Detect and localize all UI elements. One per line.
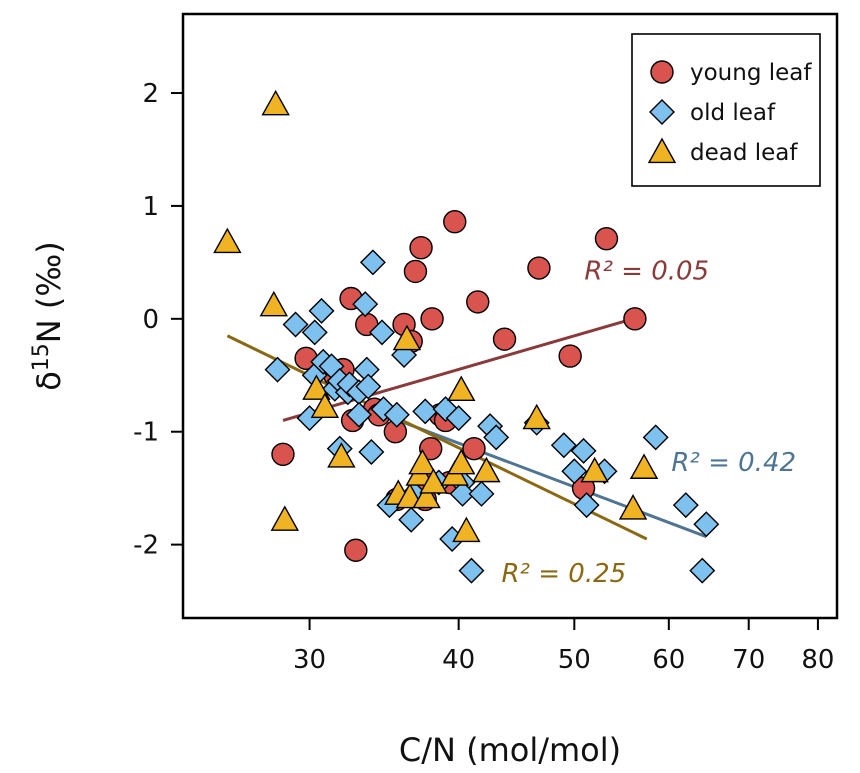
point-dead-leaf <box>259 290 288 317</box>
x-axis-label: C/N (mol/mol) <box>399 731 621 769</box>
x-tick-label: 70 <box>732 645 765 675</box>
point-old-leaf <box>468 480 495 507</box>
point-young-leaf <box>466 290 490 314</box>
point-young-leaf <box>409 235 433 260</box>
point-old-leaf <box>369 319 395 346</box>
point-old-leaf <box>301 319 328 346</box>
r-squared-young-leaf: R² = 0.05 <box>584 256 709 286</box>
point-old-leaf <box>672 492 699 519</box>
legend-label-old-leaf: old leaf <box>690 100 776 126</box>
point-old-leaf <box>355 373 382 400</box>
point-young-leaf <box>462 436 486 461</box>
point-dead-leaf <box>447 375 476 402</box>
r-squared-annotations: R² = 0.05 R² = 0.42 R² = 0.25 <box>501 256 796 589</box>
point-dead-leaf <box>302 374 331 400</box>
point-young-leaf <box>558 344 582 368</box>
point-old-leaf <box>573 492 600 519</box>
point-old-leaf <box>264 356 291 383</box>
point-young-leaf <box>623 307 647 331</box>
y-axis-label-superscript: 15 <box>29 343 54 371</box>
point-young-leaf <box>271 442 295 466</box>
point-dead-leaf <box>580 456 609 483</box>
x-tick-label: 30 <box>293 645 326 675</box>
point-young-leaf <box>594 226 619 251</box>
y-axis-label-unit: N (‰) <box>30 241 68 343</box>
point-young-leaf <box>492 327 517 351</box>
point-old-leaf <box>383 401 410 428</box>
point-old-leaf <box>561 458 588 485</box>
point-old-leaf <box>689 557 716 584</box>
point-dead-leaf <box>270 505 299 531</box>
point-old-leaf <box>449 480 476 507</box>
y-tick-label: 2 <box>142 79 159 109</box>
point-dead-leaf <box>392 324 422 351</box>
point-old-leaf <box>352 291 379 318</box>
legend-marker-dead-leaf <box>647 137 677 164</box>
r-squared-old-leaf: R² = 0.42 <box>671 448 796 478</box>
point-dead-leaf <box>522 403 551 430</box>
y-axis-label-symbol: δ <box>30 371 68 391</box>
legend-label-young-leaf: young leaf <box>690 60 812 86</box>
point-old-leaf <box>483 424 510 451</box>
point-young-leaf <box>403 259 428 284</box>
point-young-leaf <box>527 256 551 280</box>
y-axis-label: δ15N (‰) <box>29 241 68 391</box>
x-tick-label: 60 <box>652 645 685 675</box>
legend: young leaf old leaf dead leaf <box>631 33 821 187</box>
fit-line-young-leaf <box>282 317 634 422</box>
legend-marker-young-leaf <box>650 60 674 84</box>
point-old-leaf <box>282 311 309 338</box>
point-dead-leaf <box>472 456 501 483</box>
point-dead-leaf <box>452 516 481 543</box>
point-old-leaf <box>693 511 720 538</box>
point-dead-leaf <box>629 453 659 479</box>
data-points <box>213 89 720 584</box>
r-squared-dead-leaf: R² = 0.25 <box>501 559 626 589</box>
point-old-leaf <box>398 506 425 533</box>
point-dead-leaf <box>618 494 648 520</box>
y-tick-label: 1 <box>142 192 159 222</box>
point-old-leaf <box>345 401 372 428</box>
point-young-leaf <box>443 210 467 234</box>
point-old-leaf <box>550 432 577 459</box>
x-tick-label: 40 <box>442 645 475 675</box>
y-tick-label: 0 <box>142 305 159 335</box>
point-dead-leaf <box>261 89 290 116</box>
y-tick-label: -2 <box>133 531 159 561</box>
point-dead-leaf <box>408 448 437 475</box>
legend-label-dead-leaf: dead leaf <box>690 140 798 166</box>
axis-ticks: 30 40 50 60 70 80 2 1 0 -1 -2 <box>133 79 834 675</box>
point-dead-leaf <box>419 468 448 494</box>
point-old-leaf <box>358 439 385 466</box>
point-dead-leaf <box>310 392 340 418</box>
x-tick-label: 80 <box>801 645 834 675</box>
point-dead-leaf <box>327 442 356 468</box>
point-old-leaf <box>458 557 485 584</box>
point-young-leaf <box>420 307 444 331</box>
point-old-leaf <box>412 398 439 425</box>
y-tick-label: -1 <box>133 418 159 448</box>
point-old-leaf <box>445 405 472 432</box>
point-dead-leaf <box>412 482 441 509</box>
point-dead-leaf <box>447 448 476 475</box>
x-tick-label: 50 <box>558 645 591 675</box>
plot-frame <box>181 12 839 620</box>
point-old-leaf <box>308 297 335 324</box>
point-old-leaf <box>359 249 386 276</box>
point-old-leaf <box>570 437 597 464</box>
point-young-leaf <box>344 538 368 562</box>
legend-marker-old-leaf <box>649 99 675 125</box>
point-old-leaf <box>642 424 669 451</box>
point-dead-leaf <box>213 227 242 254</box>
